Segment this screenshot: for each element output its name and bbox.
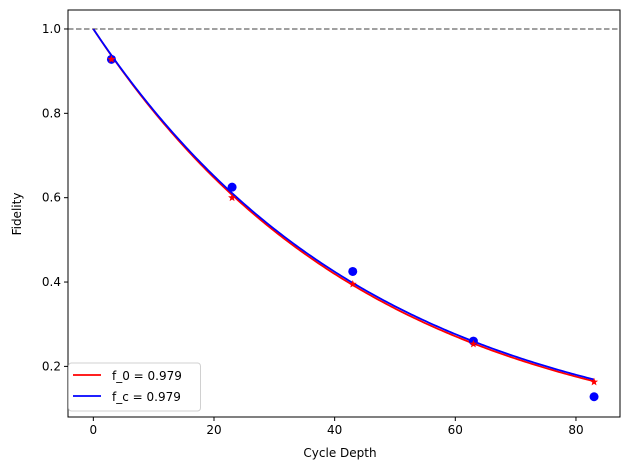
data-point-star <box>228 193 237 202</box>
data-point-star <box>348 279 357 288</box>
x-tick-label: 0 <box>90 423 98 437</box>
data-point-circle <box>589 392 599 402</box>
plot-frame <box>67 9 621 418</box>
y-tick-label: 0.4 <box>42 275 61 289</box>
data-point-star <box>469 339 478 348</box>
y-axis-label: Fidelity <box>10 193 24 236</box>
fit-curve-fc <box>92 28 595 381</box>
data-point-star <box>590 377 599 386</box>
x-axis-label: Cycle Depth <box>303 446 376 460</box>
x-tick-label: 80 <box>568 423 583 437</box>
data-point-star <box>107 55 116 63</box>
x-tick-label: 60 <box>448 423 463 437</box>
legend-label-fc: f_c = 0.979 <box>112 390 181 404</box>
y-tick-label: 0.2 <box>42 359 61 373</box>
fit-curve-f0 <box>92 28 595 383</box>
data-point-circle <box>227 182 237 192</box>
legend: f_0 = 0.979 f_c = 0.979 <box>68 362 201 412</box>
x-tick-label: 40 <box>327 423 342 437</box>
y-tick-label: 0.8 <box>42 106 61 120</box>
legend-box <box>68 362 201 412</box>
legend-label-f0: f_0 = 0.979 <box>112 369 182 383</box>
y-tick-label: 0.6 <box>42 191 61 205</box>
y-tick-label: 1.0 <box>42 22 61 36</box>
x-tick-label: 20 <box>206 423 221 437</box>
data-point-circle <box>348 266 358 276</box>
